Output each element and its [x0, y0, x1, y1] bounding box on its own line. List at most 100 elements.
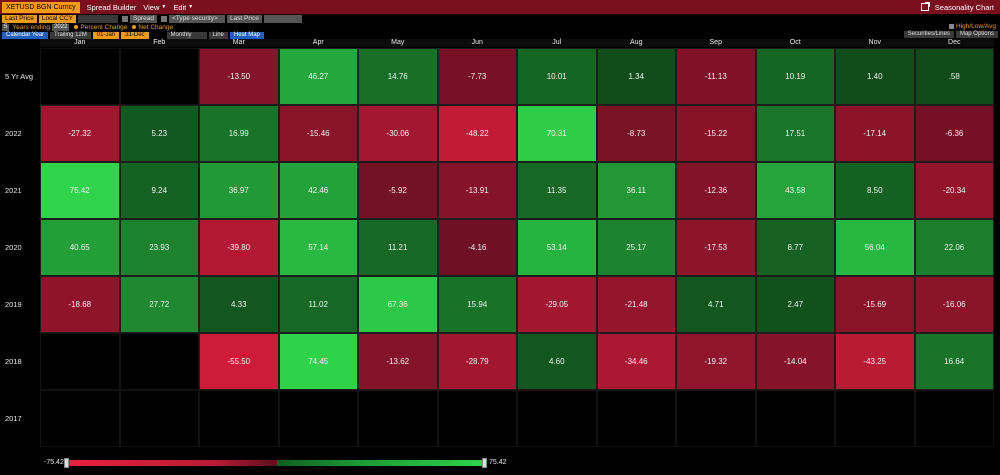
- heat-map-cell[interactable]: 10.19: [755, 48, 835, 105]
- heat-map-cell[interactable]: -18.68: [40, 276, 120, 333]
- heat-map-cell[interactable]: 9.24: [119, 162, 199, 219]
- heat-map-cell[interactable]: [358, 390, 438, 447]
- edit-menu[interactable]: Edit ▼: [173, 3, 193, 12]
- heat-map-cell[interactable]: -30.06: [358, 105, 438, 162]
- heat-map-cell[interactable]: 11.02: [278, 276, 358, 333]
- heat-map-cell[interactable]: 56.04: [835, 219, 915, 276]
- heat-map-cell[interactable]: 23.93: [119, 219, 199, 276]
- year-ending-input[interactable]: 2022: [52, 23, 70, 31]
- map-options-button[interactable]: Map Options: [955, 31, 998, 38]
- heat-map-cell[interactable]: 11.21: [358, 219, 438, 276]
- heat-map-cell[interactable]: 1.34: [596, 48, 676, 105]
- heat-map-cell[interactable]: -17.53: [676, 219, 756, 276]
- heat-map-cell[interactable]: 42.46: [278, 162, 358, 219]
- heat-map-cell[interactable]: 16.64: [914, 333, 994, 390]
- heat-map-cell[interactable]: 1.40: [835, 48, 915, 105]
- heat-map-cell[interactable]: 75.42: [40, 162, 120, 219]
- heat-map-cell[interactable]: 17.51: [755, 105, 835, 162]
- heat-map-cell[interactable]: 14.76: [358, 48, 438, 105]
- heat-map-cell[interactable]: -19.32: [676, 333, 756, 390]
- heat-map-cell[interactable]: 16.99: [199, 105, 279, 162]
- date-to-input[interactable]: 31-Dec: [121, 31, 149, 39]
- heat-map-cell[interactable]: [437, 390, 517, 447]
- heat-map-cell[interactable]: -20.34: [914, 162, 994, 219]
- tab-heat-map[interactable]: Heat Map: [229, 31, 264, 39]
- heat-map-cell[interactable]: 36.97: [199, 162, 279, 219]
- heat-map-cell[interactable]: 53.14: [517, 219, 597, 276]
- spread-checkbox[interactable]: [121, 15, 128, 22]
- high-low-avg-toggle[interactable]: High/Low/Avg: [949, 23, 996, 30]
- high-low-checkbox[interactable]: [949, 24, 954, 29]
- securities-lines-button[interactable]: Securities/Lines: [903, 31, 954, 38]
- heat-map-cell[interactable]: 8.77: [755, 219, 835, 276]
- tab-calendar-year[interactable]: Calendar Year: [2, 31, 49, 39]
- heat-map-cell[interactable]: -11.13: [676, 48, 756, 105]
- years-count-input[interactable]: 5: [2, 23, 10, 31]
- legend-max-handle[interactable]: [482, 458, 487, 468]
- heat-map-cell[interactable]: -21.48: [596, 276, 676, 333]
- heat-map-cell[interactable]: [914, 390, 994, 447]
- heat-map-cell[interactable]: 4.33: [199, 276, 279, 333]
- second-price-field-select[interactable]: Last Price: [226, 14, 262, 23]
- heat-map-cell[interactable]: .58: [914, 48, 994, 105]
- spread-select[interactable]: Spread: [129, 14, 157, 23]
- heat-map-cell[interactable]: 67.36: [358, 276, 438, 333]
- heat-map-cell[interactable]: [40, 390, 120, 447]
- heat-map-cell[interactable]: -16.06: [914, 276, 994, 333]
- heat-map-cell[interactable]: -15.69: [835, 276, 915, 333]
- security-checkbox[interactable]: [160, 15, 167, 22]
- heat-map-cell[interactable]: -39.80: [199, 219, 279, 276]
- security-ticker-field[interactable]: XETUSD BGN Curncy: [2, 1, 80, 13]
- heat-map-cell[interactable]: [676, 390, 756, 447]
- currency-select[interactable]: Local CCY: [38, 14, 76, 23]
- frequency-select[interactable]: Monthly: [166, 31, 207, 39]
- heat-map-cell[interactable]: [755, 390, 835, 447]
- heat-map-cell[interactable]: [40, 333, 120, 390]
- heat-map-cell[interactable]: -13.50: [199, 48, 279, 105]
- blank-field[interactable]: [77, 14, 118, 23]
- heat-map-cell[interactable]: 8.50: [835, 162, 915, 219]
- heat-map-cell[interactable]: 15.94: [437, 276, 517, 333]
- heat-map-cell[interactable]: -55.50: [199, 333, 279, 390]
- heat-map-cell[interactable]: -4.16: [437, 219, 517, 276]
- heat-map-cell[interactable]: -13.91: [437, 162, 517, 219]
- heat-map-cell[interactable]: [199, 390, 279, 447]
- heat-map-cell[interactable]: 74.45: [278, 333, 358, 390]
- heat-map-cell[interactable]: [119, 390, 199, 447]
- heat-map-cell[interactable]: 4.71: [676, 276, 756, 333]
- heat-map-cell[interactable]: [119, 333, 199, 390]
- heat-map-cell[interactable]: 4.60: [517, 333, 597, 390]
- heat-map-cell[interactable]: [119, 48, 199, 105]
- percent-change-radio[interactable]: [74, 25, 79, 29]
- heat-map-cell[interactable]: 11.35: [517, 162, 597, 219]
- heat-map-cell[interactable]: 5.23: [119, 105, 199, 162]
- heat-map-cell[interactable]: 10.01: [517, 48, 597, 105]
- heat-map-cell[interactable]: 22.06: [914, 219, 994, 276]
- heat-map-cell[interactable]: [40, 48, 120, 105]
- heat-map-cell[interactable]: -17.14: [835, 105, 915, 162]
- heat-map-cell[interactable]: -5.92: [358, 162, 438, 219]
- heat-map-cell[interactable]: -27.32: [40, 105, 120, 162]
- security-input[interactable]: <Type security>: [168, 14, 225, 23]
- heat-map-cell[interactable]: [835, 390, 915, 447]
- heat-map-cell[interactable]: -15.46: [278, 105, 358, 162]
- heat-map-cell[interactable]: [596, 390, 676, 447]
- heat-map-cell[interactable]: -8.73: [596, 105, 676, 162]
- heat-map-cell[interactable]: -12.36: [676, 162, 756, 219]
- tab-line[interactable]: Line: [208, 31, 228, 39]
- heat-map-cell[interactable]: -7.73: [437, 48, 517, 105]
- heat-map-cell[interactable]: 40.65: [40, 219, 120, 276]
- heat-map-cell[interactable]: 57.14: [278, 219, 358, 276]
- heat-map-cell[interactable]: -34.46: [596, 333, 676, 390]
- heat-map-cell[interactable]: -29.05: [517, 276, 597, 333]
- heat-map-cell[interactable]: 46.27: [278, 48, 358, 105]
- legend-min-handle[interactable]: [64, 458, 69, 468]
- heat-map-cell[interactable]: [278, 390, 358, 447]
- second-field-blank[interactable]: [263, 14, 302, 23]
- heat-map-cell[interactable]: -13.62: [358, 333, 438, 390]
- heat-map-cell[interactable]: -15.22: [676, 105, 756, 162]
- heat-map-cell[interactable]: 36.11: [596, 162, 676, 219]
- heat-map-cell[interactable]: [517, 390, 597, 447]
- heat-map-cell[interactable]: 27.72: [119, 276, 199, 333]
- spread-builder-menu[interactable]: Spread Builder: [87, 3, 137, 12]
